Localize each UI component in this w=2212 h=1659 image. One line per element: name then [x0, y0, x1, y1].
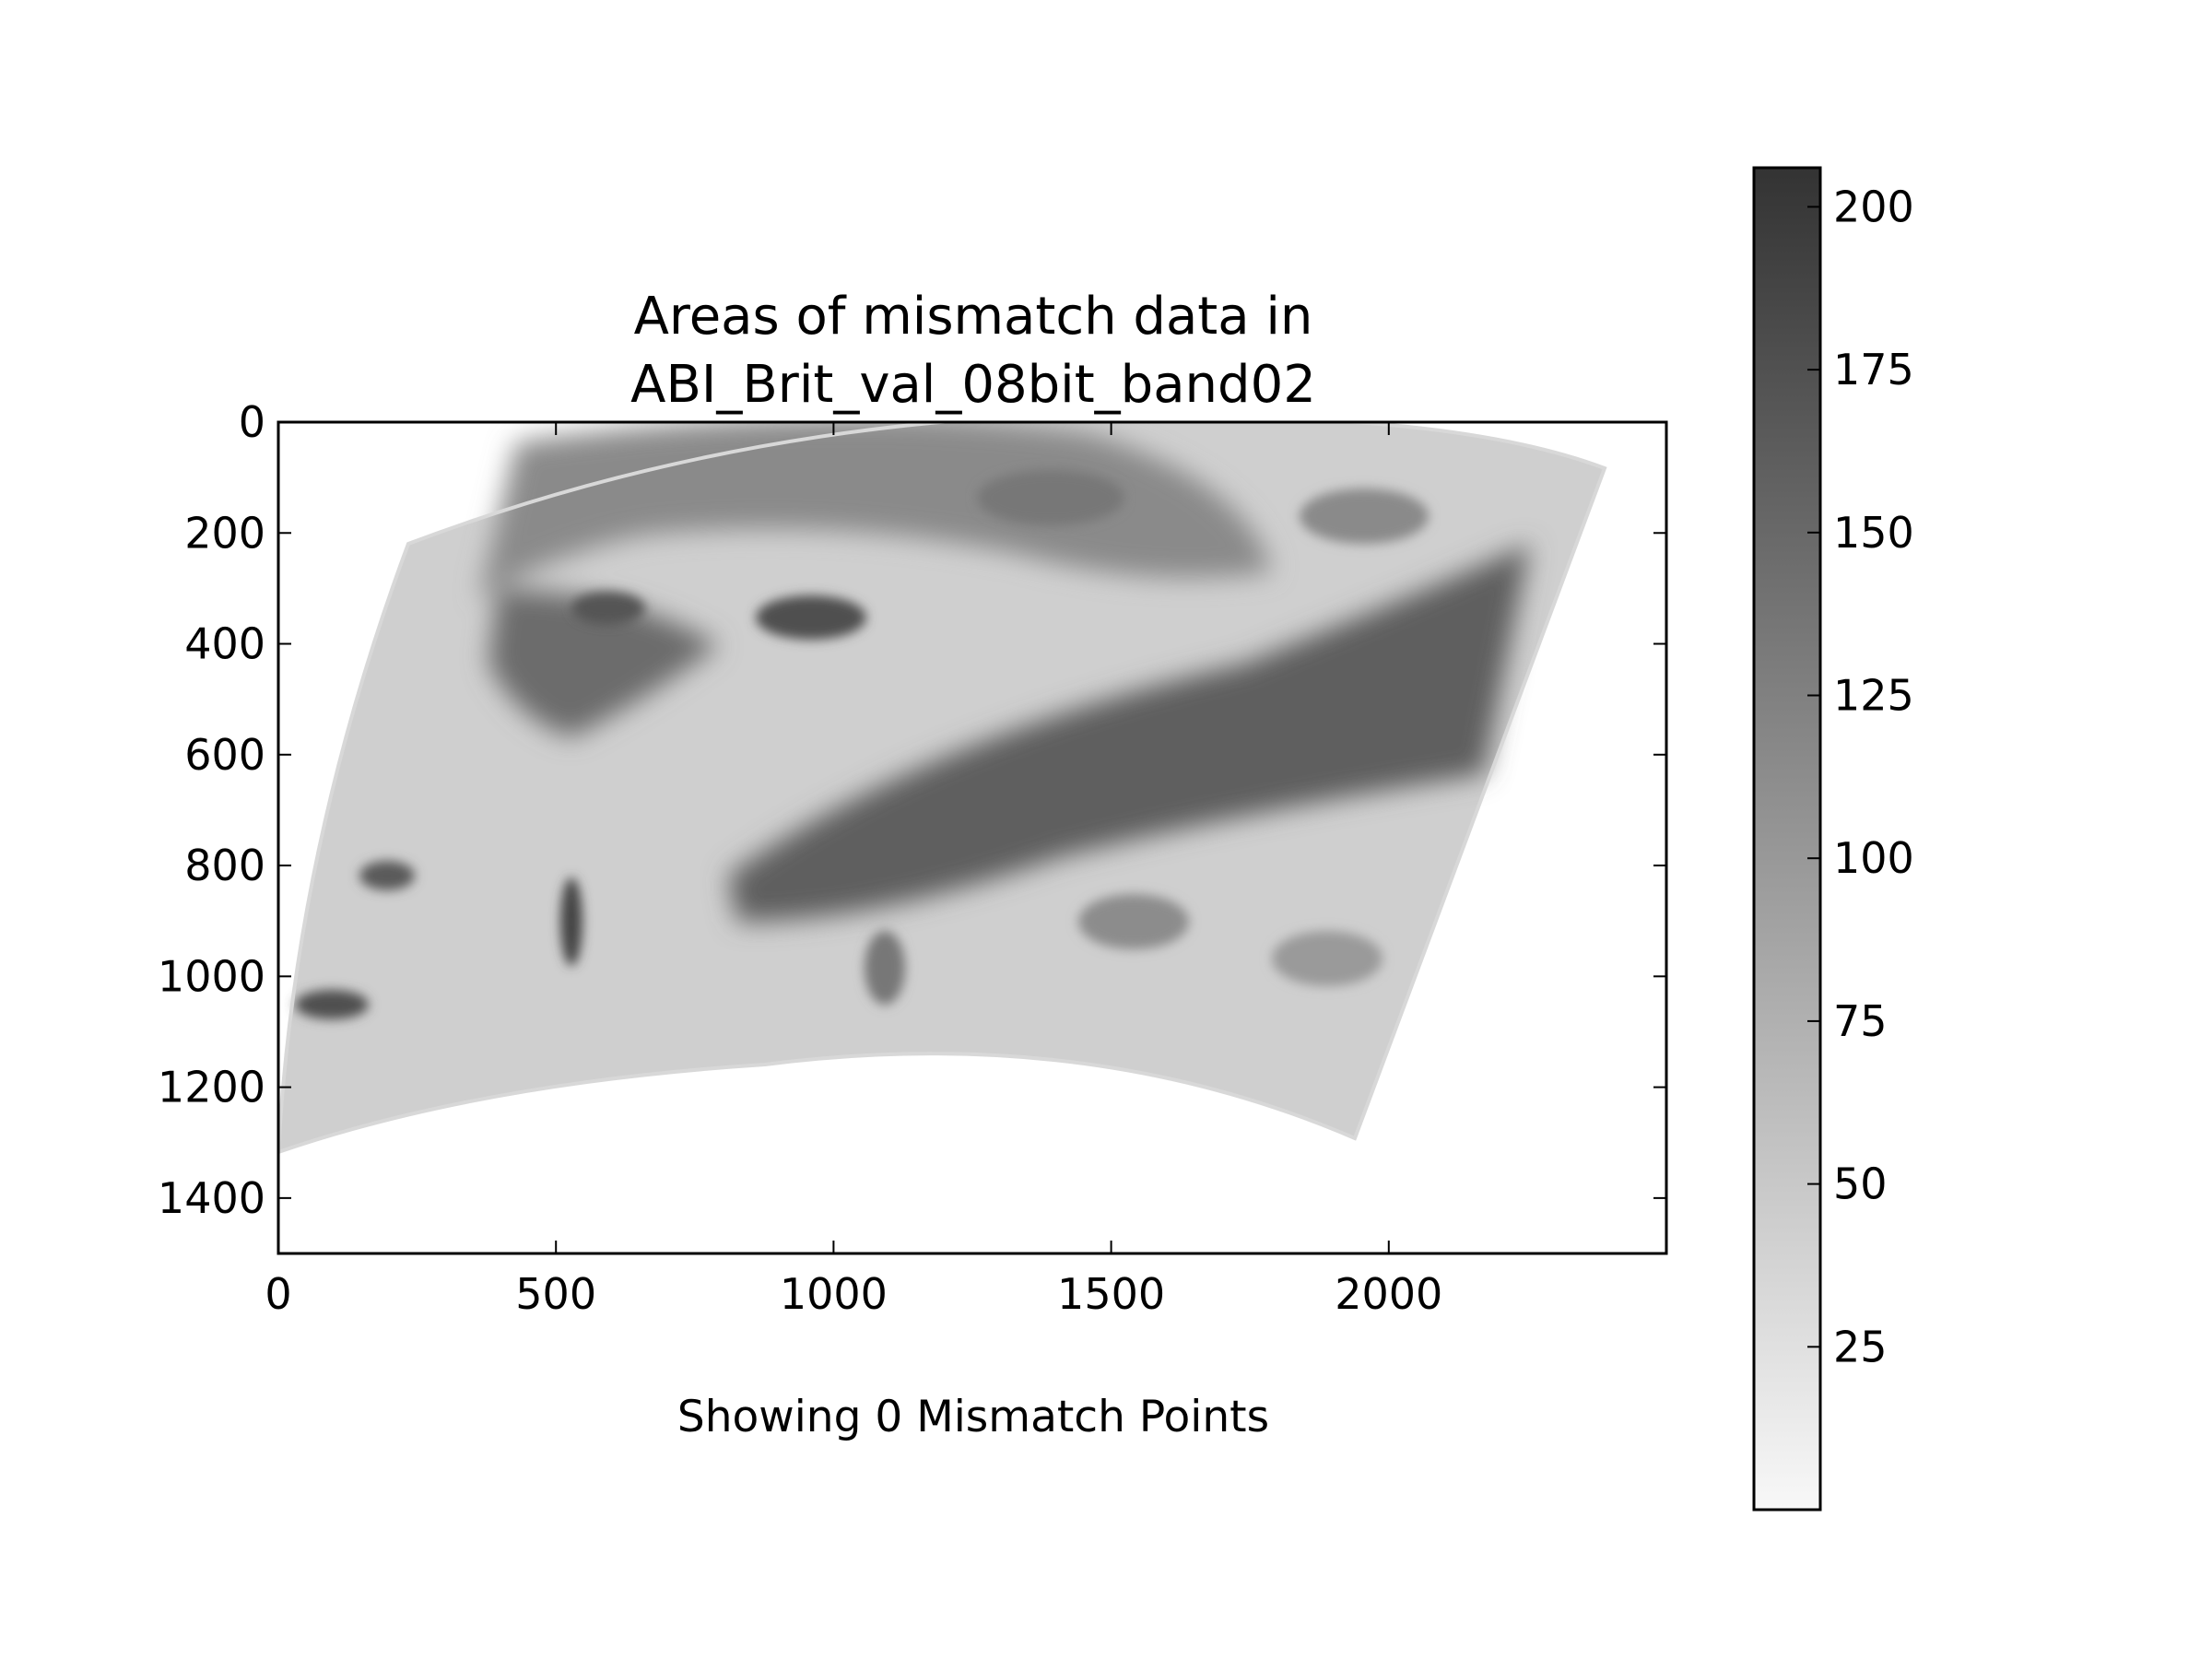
y-tick-label: 200 — [184, 508, 265, 558]
colorbar-tick-label: 150 — [1833, 508, 1914, 558]
y-tick-label: 0 — [239, 397, 265, 447]
x-tick-label: 500 — [515, 1269, 596, 1319]
plot-frame — [276, 420, 1668, 1255]
cloud-band-main — [728, 544, 1530, 922]
cloud-cell — [1272, 931, 1382, 986]
satellite-image — [278, 422, 1607, 1155]
cloud-cell — [756, 595, 866, 640]
x-tick-label: 2000 — [1335, 1269, 1442, 1319]
colorbar-tick-label: 125 — [1833, 671, 1914, 721]
y-tick-label: 600 — [184, 730, 265, 780]
colorbar-tick-label: 100 — [1833, 833, 1914, 883]
cloud-band-north — [479, 422, 1272, 599]
cloud-cell — [1300, 488, 1429, 544]
y-tick-label: 1400 — [158, 1173, 265, 1223]
cloud-cell — [295, 990, 369, 1019]
y-tick-label: 800 — [184, 841, 265, 890]
cloud-cell — [560, 877, 582, 966]
colorbar-axis: 25 50 75 100 125 150 175 200 — [1807, 182, 1914, 1371]
cloud-cell — [571, 592, 645, 625]
colorbar-tick-label: 25 — [1833, 1322, 1888, 1371]
cloud-cell — [865, 931, 905, 1005]
chart-title-line-2: ABI_Brit_val_08bit_band02 — [630, 355, 1316, 415]
x-tick-label: 1500 — [1057, 1269, 1165, 1319]
chart-title-line-1: Areas of mismatch data in — [634, 287, 1313, 347]
image-footprint-edge — [278, 422, 1607, 1155]
x-tick-label: 1000 — [780, 1269, 888, 1319]
cloud-cell — [977, 470, 1124, 525]
colorbar — [1752, 166, 1822, 1512]
colorbar-tick-label: 50 — [1833, 1159, 1888, 1209]
y-tick-label: 1000 — [158, 951, 265, 1001]
y-axis: 0 200 400 600 800 1000 1200 1400 — [158, 397, 1666, 1223]
colorbar-tick-label: 75 — [1833, 996, 1888, 1046]
x-tick-label: 0 — [265, 1269, 291, 1319]
colorbar-tick-label: 200 — [1833, 182, 1914, 231]
x-axis: 0 500 1000 1500 2000 — [265, 422, 1442, 1319]
y-tick-label: 400 — [184, 619, 265, 669]
y-tick-label: 1200 — [158, 1063, 265, 1112]
cloud-west — [488, 590, 719, 737]
cloud-cell — [1078, 894, 1189, 949]
mismatch-caption: Showing 0 Mismatch Points — [677, 1392, 1269, 1442]
cloud-cell — [359, 861, 415, 890]
colorbar-tick-label: 175 — [1833, 345, 1914, 394]
